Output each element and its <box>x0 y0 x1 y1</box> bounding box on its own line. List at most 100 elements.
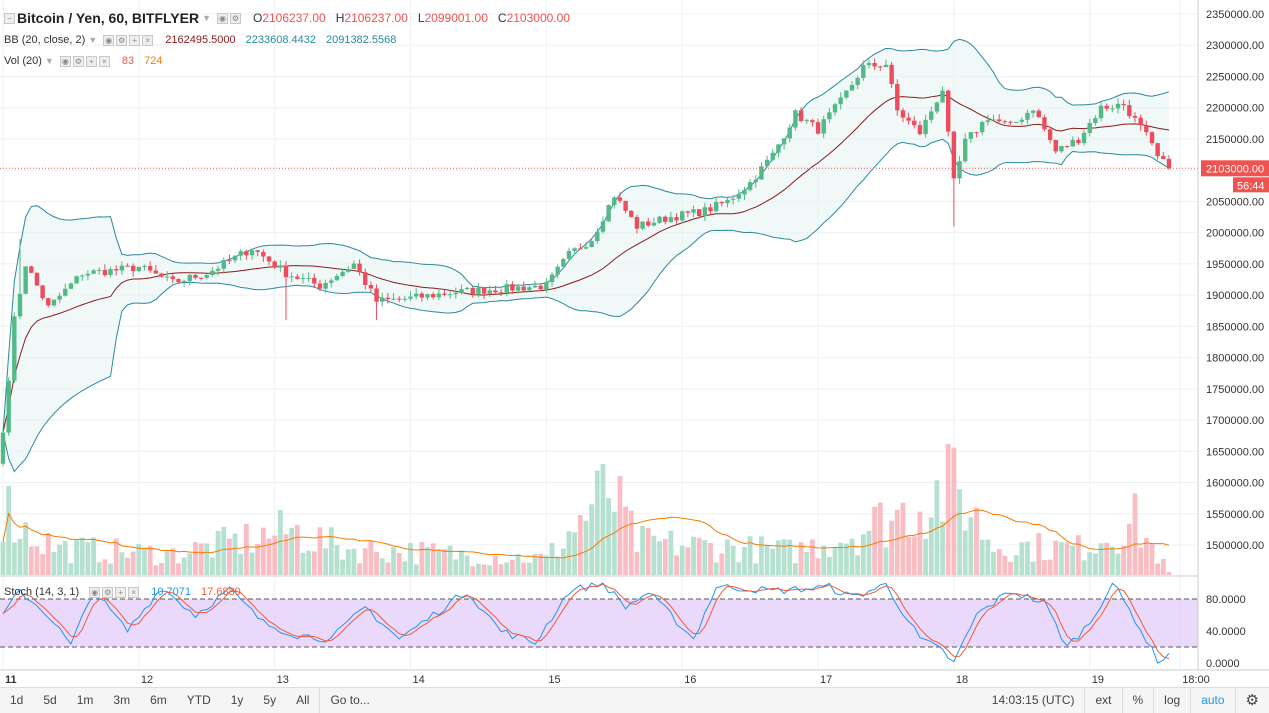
candle-body <box>747 182 753 190</box>
volume-bar <box>685 547 691 575</box>
settings-icon[interactable]: ⚙ <box>72 55 84 67</box>
candle-body <box>713 201 719 212</box>
close-icon[interactable]: × <box>128 586 140 598</box>
chevron-down-icon[interactable]: ▼ <box>44 56 54 66</box>
time-tick-label: 11 <box>5 674 17 686</box>
stoch-tick-label: 0.0000 <box>1206 658 1240 670</box>
candle-body <box>1008 121 1013 123</box>
candle-body <box>221 260 226 269</box>
candle-body <box>923 119 928 135</box>
candle-body <box>906 117 911 121</box>
settings-icon[interactable]: ⚙ <box>116 34 128 46</box>
volume-bar <box>215 530 221 575</box>
range-5d[interactable]: 5d <box>43 692 57 707</box>
candle-body <box>232 255 238 261</box>
candle-body <box>363 272 368 285</box>
ext-toggle[interactable]: ext <box>1084 687 1121 713</box>
candle-body <box>6 380 11 433</box>
volume-bar <box>860 534 866 575</box>
candle-body <box>844 90 849 98</box>
close-icon[interactable]: × <box>142 34 154 46</box>
chevron-down-icon[interactable]: ▼ <box>88 35 98 45</box>
volume-bar <box>1160 558 1166 575</box>
volume-bar <box>1047 559 1053 575</box>
log-toggle[interactable]: log <box>1153 687 1190 713</box>
candle-body <box>1059 146 1064 152</box>
candle-body <box>97 269 102 271</box>
volume-bar <box>51 551 57 575</box>
candle-body <box>187 274 192 281</box>
gear-icon[interactable]: ⚙ <box>1234 687 1269 713</box>
price-tick-label: 2200000.00 <box>1206 103 1264 115</box>
volume-bars <box>0 443 1172 575</box>
candle-body <box>510 284 515 291</box>
percent-toggle[interactable]: % <box>1121 687 1154 713</box>
vol-label[interactable]: Vol (20) <box>4 55 42 67</box>
range-1d[interactable]: 1d <box>10 692 24 707</box>
volume-bar <box>204 543 210 575</box>
candle-body <box>357 263 362 273</box>
volume-bar <box>23 522 29 575</box>
eye-icon[interactable]: ◉ <box>216 12 228 24</box>
candle-body <box>380 297 385 302</box>
volume-bar <box>911 536 917 575</box>
volume-bar <box>1076 535 1081 575</box>
candle-body <box>1166 158 1172 169</box>
settings-icon[interactable]: ⚙ <box>102 586 114 598</box>
volume-bar <box>334 545 340 575</box>
candle-body <box>289 276 294 278</box>
settings-icon[interactable]: ⚙ <box>229 12 241 24</box>
candle-body <box>798 110 804 122</box>
volume-bar <box>1002 555 1008 575</box>
auto-toggle[interactable]: auto <box>1190 687 1234 713</box>
candle-body <box>1093 118 1098 123</box>
candle-body <box>515 286 521 291</box>
chevron-down-icon[interactable]: ▼ <box>202 13 211 23</box>
add-icon[interactable]: + <box>85 55 97 67</box>
volume-bar <box>459 550 464 575</box>
volume-bar <box>294 524 300 575</box>
stoch-label[interactable]: Stoch (14, 3, 1) <box>4 586 80 598</box>
volume-bar <box>1104 542 1110 575</box>
volume-bar <box>108 563 113 575</box>
collapse-icon[interactable]: − <box>4 12 15 24</box>
range-1y[interactable]: 1y <box>230 692 244 707</box>
bb-label[interactable]: BB (20, close, 2) <box>4 34 86 46</box>
volume-bar <box>866 530 872 575</box>
candle-body <box>861 65 866 78</box>
volume-bar <box>679 545 685 575</box>
close-icon[interactable]: × <box>98 55 110 67</box>
eye-icon[interactable]: ◉ <box>103 34 115 46</box>
range-ytd[interactable]: YTD <box>186 692 211 707</box>
volume-bar <box>521 562 527 575</box>
eye-icon[interactable]: ◉ <box>59 55 71 67</box>
volume-bar <box>662 538 668 575</box>
candle-body <box>57 295 62 300</box>
range-all[interactable]: All <box>296 692 310 707</box>
time-tick-label: 19 <box>1092 674 1104 686</box>
candle-body <box>691 209 696 213</box>
candle-body <box>68 283 74 289</box>
stoch-d-line <box>2 583 1170 660</box>
candle-body <box>538 285 543 290</box>
range-5y[interactable]: 5y <box>263 692 277 707</box>
add-icon[interactable]: + <box>129 34 141 46</box>
volume-ma-line <box>2 509 1170 559</box>
volume-bar <box>793 563 798 575</box>
range-6m[interactable]: 6m <box>150 692 167 707</box>
symbol-title[interactable]: Bitcoin / Yen, 60, BITFLYER <box>17 10 200 26</box>
add-icon[interactable]: + <box>115 586 127 598</box>
volume-bar <box>600 463 606 575</box>
candle-body <box>600 221 606 232</box>
chart-canvas[interactable]: 2350000.00 2300000.00 2250000.00 2200000.00… <box>0 0 1269 687</box>
candle-body <box>634 216 640 229</box>
volume-bar <box>940 521 945 575</box>
volume-bar <box>640 526 645 575</box>
range-3m[interactable]: 3m <box>113 692 131 707</box>
eye-icon[interactable]: ◉ <box>89 586 101 598</box>
volume-bar <box>68 563 74 575</box>
range-1m[interactable]: 1m <box>76 692 94 707</box>
bb-upper-value: 2233608.4432 <box>245 34 316 46</box>
volume-bar <box>1098 543 1104 575</box>
goto-button[interactable]: Go to... <box>319 687 379 713</box>
